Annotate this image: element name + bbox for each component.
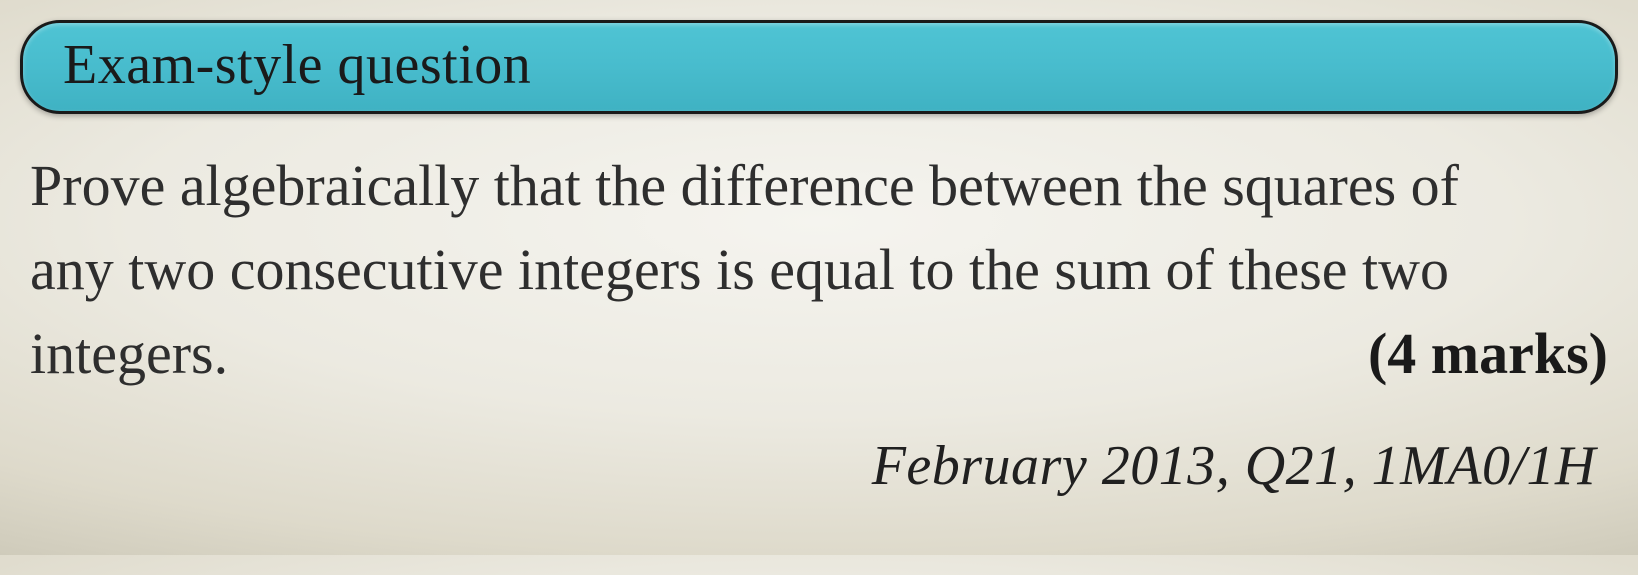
question-line: integers.	[30, 312, 228, 396]
header-title: Exam-style question	[63, 33, 1575, 97]
question-line: any two consecutive integers is equal to…	[30, 228, 1608, 312]
question-last-line: integers. (4 marks)	[30, 312, 1608, 396]
citation: February 2013, Q21, 1MA0/1H	[30, 396, 1608, 507]
question-body: Prove algebraically that the difference …	[0, 114, 1638, 507]
question-line: Prove algebraically that the difference …	[30, 144, 1608, 228]
marks-label: (4 marks)	[1368, 312, 1608, 396]
header-bar: Exam-style question	[20, 20, 1618, 114]
